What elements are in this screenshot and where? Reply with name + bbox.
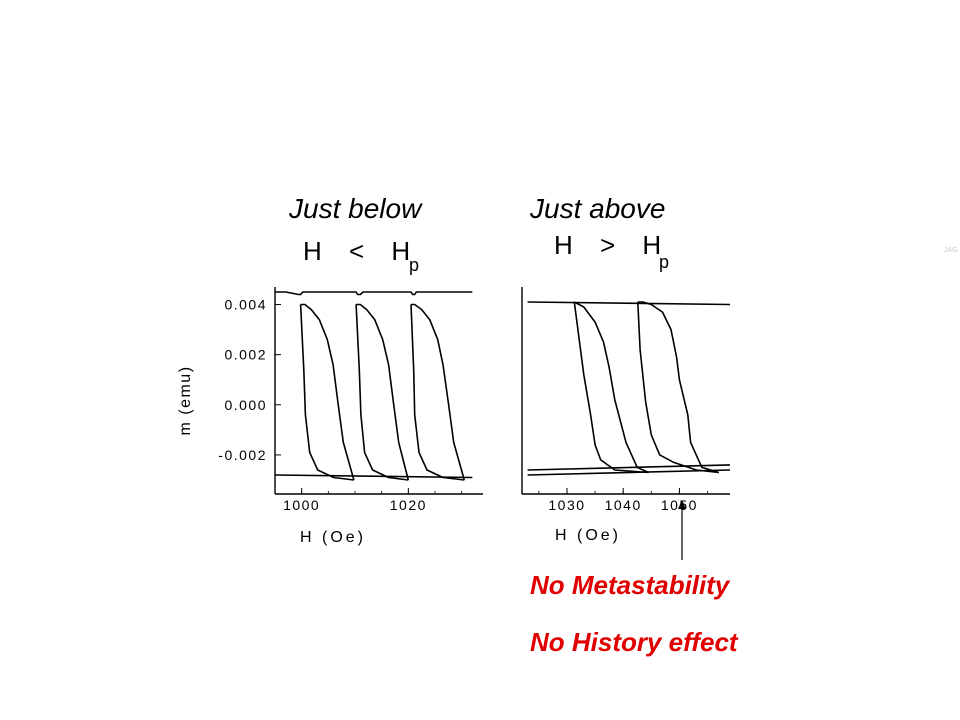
left-chart-x-tick-label: 1020 xyxy=(390,497,427,513)
left-heading: Just below xyxy=(289,193,422,224)
right-chart-series-line xyxy=(527,464,731,471)
right-chart-series-line xyxy=(573,301,649,474)
left-chart-series-line xyxy=(411,303,466,481)
pointer-arrow xyxy=(678,500,686,560)
left-chart-y-tick-label: 0.000 xyxy=(224,397,267,413)
left-chart-y-tick-label: 0.004 xyxy=(224,297,267,313)
no-history-effect-note: No History effect xyxy=(530,627,738,657)
right-chart-series-line xyxy=(573,301,649,474)
arrow-head xyxy=(678,500,686,509)
left-chart-x-label: H (Oe) xyxy=(300,529,366,546)
no-metastability-note: No Metastability xyxy=(530,570,730,600)
left-chart-series-line xyxy=(275,291,473,296)
left-chart-series-line xyxy=(274,474,473,479)
left-chart-series-line xyxy=(355,304,409,481)
left-condition: H < H xyxy=(303,236,421,266)
right-condition-subscript: p xyxy=(659,252,670,272)
right-heading: Just above xyxy=(530,193,666,224)
left-chart-series-line xyxy=(356,303,410,481)
left-chart-series-line xyxy=(299,304,354,481)
right-chart-series-line xyxy=(637,301,720,474)
right-condition: H > H xyxy=(554,230,672,260)
right-chart-series-line xyxy=(527,469,731,476)
left-chart-y-tick-label: -0.002 xyxy=(218,447,267,463)
left-chart-y-label: m (emu) xyxy=(177,365,194,435)
left-chart-x-tick-label: 1000 xyxy=(283,497,320,513)
left-condition-subscript: p xyxy=(409,255,420,275)
left-chart-y-tick-label: 0.002 xyxy=(224,347,267,363)
right-chart-series-line xyxy=(527,301,731,306)
corner-mark: JAG xyxy=(944,247,958,254)
right-chart-x-tick-label: 1030 xyxy=(548,497,585,513)
left-chart-series-line xyxy=(300,303,355,481)
right-chart-x-tick-label: 1050 xyxy=(661,497,698,513)
right-chart-x-tick-label: 1040 xyxy=(605,497,642,513)
right-chart-series-line xyxy=(637,301,719,474)
right-chart-x-label: H (Oe) xyxy=(555,527,621,544)
